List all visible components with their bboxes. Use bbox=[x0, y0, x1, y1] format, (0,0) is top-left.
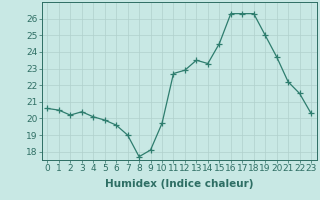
X-axis label: Humidex (Indice chaleur): Humidex (Indice chaleur) bbox=[105, 179, 253, 189]
